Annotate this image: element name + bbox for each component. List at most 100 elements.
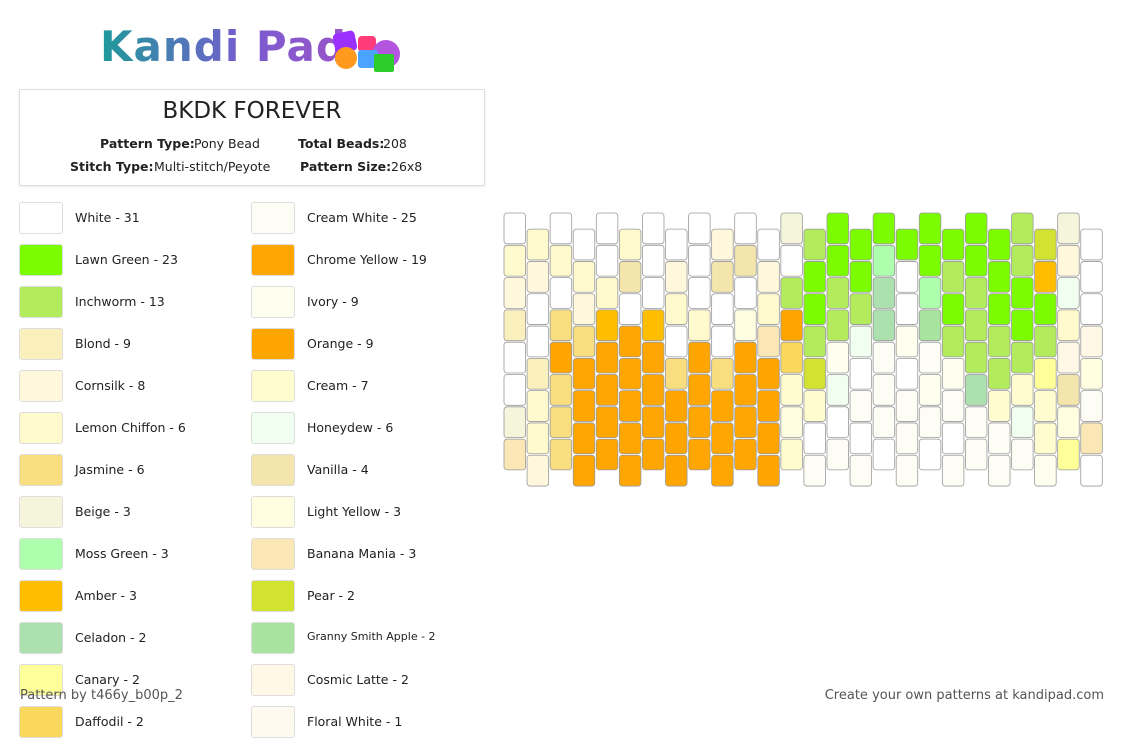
bead bbox=[918, 212, 942, 245]
bead bbox=[1057, 277, 1080, 309]
color-swatch bbox=[251, 496, 295, 528]
bead bbox=[549, 438, 573, 471]
bead bbox=[849, 422, 873, 455]
bead bbox=[757, 228, 780, 261]
bead bbox=[549, 341, 573, 374]
bead bbox=[757, 325, 780, 358]
color-swatch bbox=[19, 496, 63, 528]
bead bbox=[803, 293, 826, 325]
bead bbox=[549, 244, 573, 277]
legend-label: Cosmic Latte - 2 bbox=[307, 672, 409, 687]
bead bbox=[618, 422, 642, 455]
bead bbox=[595, 406, 619, 439]
bead bbox=[618, 390, 642, 422]
bead bbox=[918, 309, 942, 342]
legend-label: Ivory - 9 bbox=[307, 294, 359, 309]
bead bbox=[665, 261, 688, 293]
bead bbox=[665, 228, 688, 261]
color-swatch bbox=[251, 706, 295, 738]
bead bbox=[688, 438, 711, 471]
bead bbox=[503, 406, 526, 439]
bead bbox=[988, 325, 1011, 358]
bead bbox=[1080, 325, 1103, 358]
bead bbox=[964, 309, 988, 342]
legend-label: Floral White - 1 bbox=[307, 714, 403, 729]
bead bbox=[964, 277, 988, 309]
bead bbox=[964, 438, 988, 471]
legend-label: Cream - 7 bbox=[307, 378, 369, 393]
bead bbox=[618, 293, 642, 325]
bead bbox=[1080, 357, 1103, 390]
bead bbox=[688, 244, 711, 277]
bead bbox=[572, 454, 596, 487]
field-label: Stitch Type: bbox=[70, 159, 154, 174]
bead bbox=[618, 261, 642, 293]
bead bbox=[849, 228, 873, 261]
bead bbox=[826, 374, 849, 406]
bead bbox=[803, 422, 826, 455]
bead bbox=[1057, 244, 1080, 277]
bead bbox=[895, 325, 919, 358]
legend-label: Canary - 2 bbox=[75, 672, 140, 687]
bead bbox=[757, 357, 780, 390]
color-swatch bbox=[251, 202, 295, 234]
bead bbox=[1011, 212, 1034, 245]
bead bbox=[1034, 357, 1057, 390]
logo-beads bbox=[332, 30, 400, 72]
color-swatch bbox=[19, 244, 63, 276]
legend-label: Lemon Chiffon - 6 bbox=[75, 420, 186, 435]
bead bbox=[503, 438, 526, 471]
color-swatch bbox=[251, 622, 295, 654]
bead bbox=[941, 293, 965, 325]
bead bbox=[826, 212, 849, 245]
bead bbox=[918, 374, 942, 406]
bead bbox=[803, 454, 826, 487]
bead bbox=[711, 325, 734, 358]
bead bbox=[595, 374, 619, 406]
color-swatch bbox=[251, 664, 295, 696]
bead bbox=[1057, 309, 1080, 342]
bead bbox=[988, 228, 1011, 261]
bead bbox=[1011, 309, 1034, 342]
bead bbox=[734, 341, 757, 374]
bead bbox=[642, 406, 665, 439]
bead bbox=[872, 309, 896, 342]
bead bbox=[734, 438, 757, 471]
bead bbox=[549, 309, 573, 342]
bead bbox=[665, 325, 688, 358]
bead bbox=[503, 341, 526, 374]
color-swatch bbox=[19, 328, 63, 360]
legend-label: Cornsilk - 8 bbox=[75, 378, 146, 393]
color-swatch bbox=[19, 706, 63, 738]
bead bbox=[918, 438, 942, 471]
bead bbox=[895, 454, 919, 487]
bead bbox=[595, 309, 619, 342]
bead bbox=[849, 261, 873, 293]
pattern-title: BKDK FOREVER bbox=[162, 98, 342, 124]
bead bbox=[549, 212, 573, 245]
bead bbox=[941, 325, 965, 358]
bead bbox=[941, 357, 965, 390]
color-swatch bbox=[19, 622, 63, 654]
bead bbox=[1080, 261, 1103, 293]
bead bbox=[988, 390, 1011, 422]
color-swatch bbox=[19, 412, 63, 444]
bead bbox=[941, 261, 965, 293]
bead bbox=[1034, 261, 1057, 293]
bead bbox=[526, 261, 550, 293]
bead bbox=[1080, 390, 1103, 422]
bead bbox=[665, 422, 688, 455]
bead bbox=[872, 438, 896, 471]
bead bbox=[849, 293, 873, 325]
bead bbox=[526, 390, 550, 422]
bead bbox=[964, 244, 988, 277]
bead bbox=[826, 438, 849, 471]
bead bbox=[826, 406, 849, 439]
bead bbox=[941, 390, 965, 422]
legend-label: Chrome Yellow - 19 bbox=[307, 252, 427, 267]
bead bbox=[572, 422, 596, 455]
bead bbox=[711, 293, 734, 325]
bead bbox=[642, 341, 665, 374]
field-label: Total Beads: bbox=[298, 136, 385, 151]
promo-link[interactable]: Create your own patterns at kandipad.com bbox=[824, 688, 1104, 703]
